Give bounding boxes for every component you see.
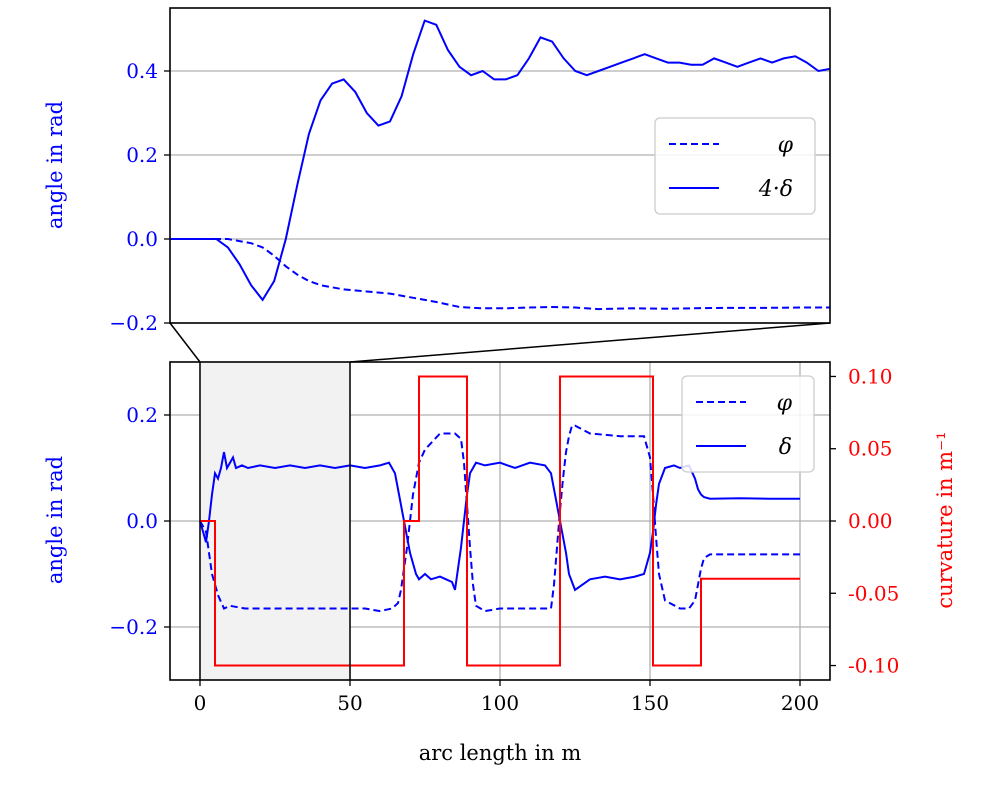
main-y-tick-label: 0.0 (126, 509, 158, 533)
main-legend-label: φ (777, 391, 793, 416)
main-right-y-tick-label: 0.05 (848, 437, 893, 461)
main-legend-box (681, 375, 815, 473)
main-y-tick-label: 0.2 (126, 403, 158, 427)
main-x-axis-label: arc length in m (419, 741, 582, 765)
inset-delta-line (170, 19, 830, 302)
main-x-tick-label: 150 (631, 691, 669, 715)
main-right-y-axis-label: curvature in m⁻¹ (933, 431, 957, 608)
inset-ticks: −0.2 0.0 0.2 0.4 (109, 59, 170, 335)
zoom-connector-right (349, 322, 831, 363)
main-right-y-tick-label: -0.05 (848, 581, 899, 605)
zoom-region-shade (200, 362, 350, 680)
main-curvature-line (200, 375, 800, 667)
main-legend: φδ (681, 375, 815, 473)
main-right-y-tick-label: -0.10 (848, 654, 899, 678)
zoom-connector-lines (169, 322, 831, 680)
main-y-axis-label: angle in rad (43, 456, 67, 584)
inset-frame (169, 7, 831, 324)
inset-legend-label: 4·δ (758, 177, 793, 202)
main-legend-label: δ (779, 435, 792, 460)
main-x-tick-label: 200 (781, 691, 819, 715)
inset-y-tick-label: 0.4 (126, 59, 158, 83)
main-x-tick-label: 50 (337, 691, 362, 715)
main-right-y-tick-label: 0.10 (848, 364, 893, 388)
main-series (199, 375, 800, 667)
inset-y-tick-label: 0.0 (126, 227, 158, 251)
main-x-tick-label: 0 (194, 691, 207, 715)
zoom-connector-left (169, 322, 201, 363)
main-ticks: −0.2 0.0 0.2 0.10 0.05 0.00 -0.05 -0.10 0 50 100 15… (109, 364, 899, 715)
inset-legend-box (654, 117, 816, 215)
inset-y-axis-label: angle in rad (43, 101, 67, 229)
main-phi-line (199, 424, 800, 613)
main-y-tick-label: −0.2 (109, 615, 158, 639)
inset-series (170, 19, 830, 311)
main-x-tick-label: 100 (481, 691, 519, 715)
inset-legend-label: φ (778, 133, 794, 158)
inset-y-tick-label: 0.2 (126, 143, 158, 167)
main-right-y-tick-label: 0.00 (848, 509, 893, 533)
inset-phi-line (170, 238, 830, 311)
inset-legend: φ 4·δ (654, 117, 816, 215)
inset-y-tick-label: −0.2 (109, 311, 158, 335)
main-delta-line (199, 451, 800, 592)
